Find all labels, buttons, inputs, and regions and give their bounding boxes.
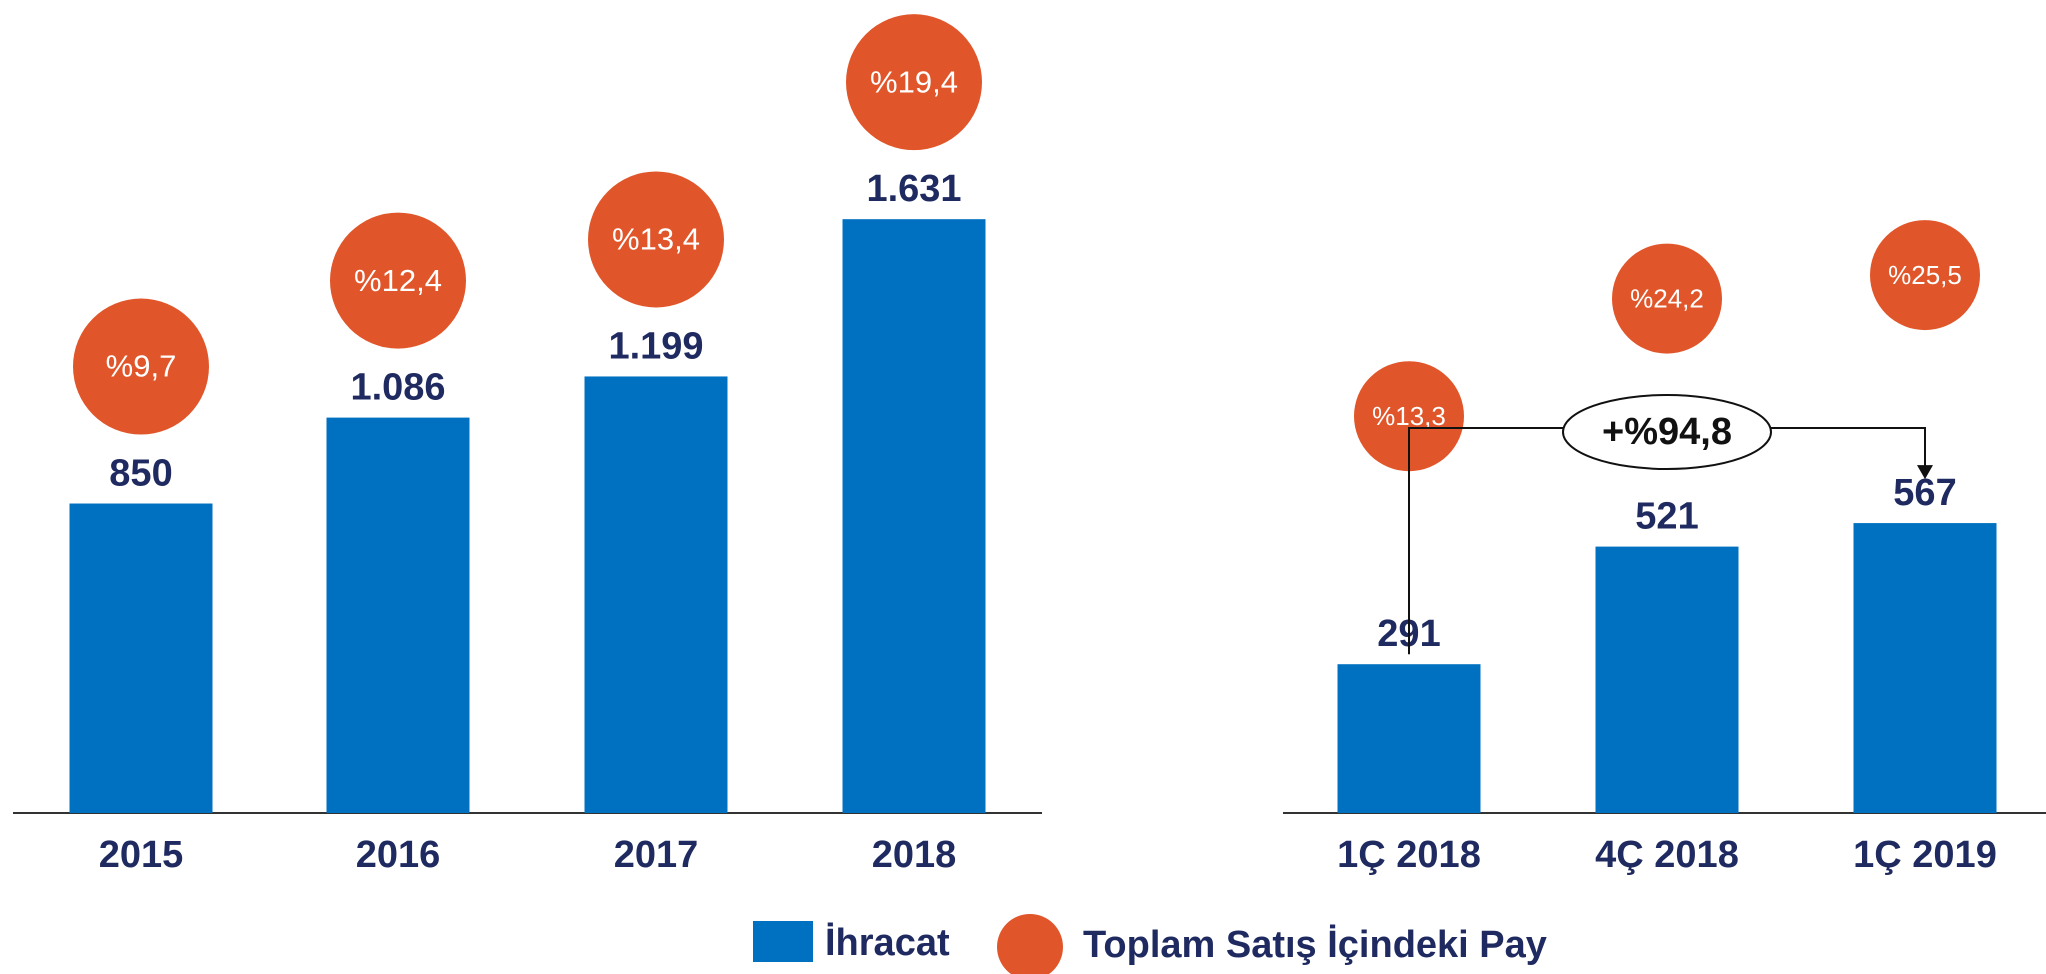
share-dot <box>846 14 982 151</box>
share-label: %13,3 <box>1372 401 1446 431</box>
share-label: %24,2 <box>1630 283 1704 313</box>
bar <box>1337 664 1481 813</box>
annotation: +%94,8 <box>1602 411 1732 453</box>
bar <box>326 417 470 813</box>
bar <box>842 219 986 813</box>
share-label: %13,4 <box>612 222 700 257</box>
share-dot <box>73 298 209 435</box>
share-label: %9,7 <box>106 349 177 384</box>
bar <box>1595 546 1739 813</box>
bar <box>584 376 728 813</box>
x-tick-label: 4Ç 2018 <box>1595 834 1739 876</box>
annotation-ellipse <box>1562 394 1772 470</box>
x-tick-label: 2017 <box>614 834 699 876</box>
bar <box>1853 523 1997 813</box>
x-tick-label: 2018 <box>872 834 957 876</box>
x-tick-label: 2016 <box>356 834 441 876</box>
value-label: 1.199 <box>608 325 703 367</box>
x-tick-label: 2015 <box>99 834 184 876</box>
share-dot <box>1612 243 1722 354</box>
value-label: 1.631 <box>866 168 961 210</box>
bar <box>69 503 213 813</box>
legend-label: İhracat <box>825 922 950 964</box>
x-tick-label: 1Ç 2019 <box>1853 834 1997 876</box>
x-tick-label: 1Ç 2018 <box>1337 834 1481 876</box>
legend-swatch <box>997 914 1063 974</box>
share-dot <box>330 212 466 349</box>
value-label: 1.086 <box>350 367 445 409</box>
annotation-arrow <box>1917 465 1933 480</box>
value-label: 850 <box>109 453 172 495</box>
share-label: %19,4 <box>870 64 958 99</box>
value-label: 521 <box>1635 496 1698 538</box>
value-label: 567 <box>1893 472 1956 514</box>
share-dot <box>1354 361 1464 472</box>
share-dot <box>588 171 724 308</box>
legend-label: Toplam Satış İçindeki Pay <box>1083 924 1547 966</box>
share-dot <box>1870 220 1980 331</box>
share-label: %25,5 <box>1888 260 1962 290</box>
share-label: %12,4 <box>354 263 442 298</box>
legend-swatch <box>753 921 813 962</box>
